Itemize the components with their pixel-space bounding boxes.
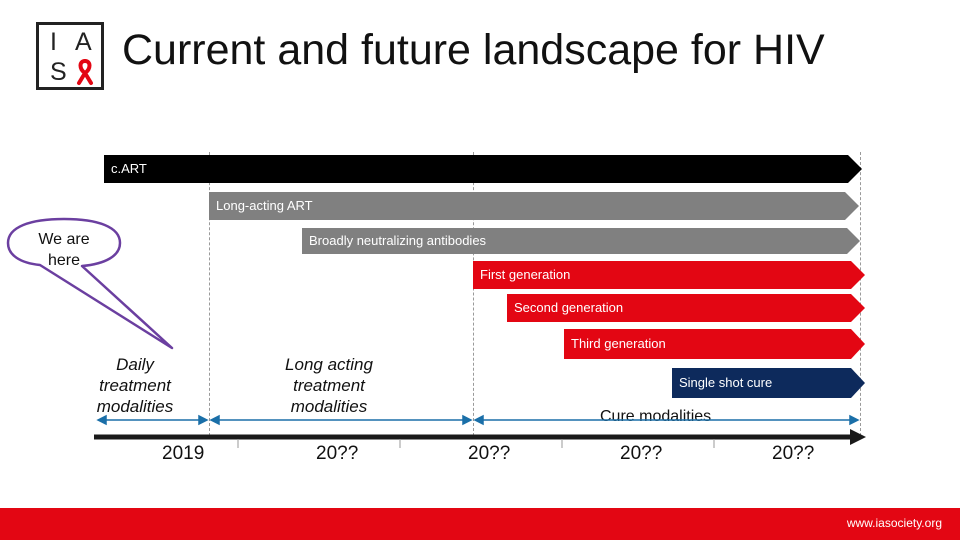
red-ribbon-icon (77, 59, 93, 85)
daily-line-3: modalities (96, 397, 174, 416)
bar-long-acting-art: Long-acting ART (209, 192, 859, 220)
logo-letter-a: A (75, 28, 92, 56)
year-label-1: 2019 (162, 443, 205, 464)
footer-bar: www.iasociety.org (0, 508, 960, 540)
callout-line-1: We are (38, 231, 90, 248)
bar-first-generation: First generation (473, 261, 865, 289)
long-acting-treatment-label: Long acting treatment modalities (262, 354, 396, 417)
divider-line-1 (209, 152, 210, 436)
bar-first-generation-label: First generation (480, 267, 571, 282)
timeline-arrow (94, 429, 866, 448)
year-label-2: 20?? (316, 443, 359, 464)
page-title: Current and future landscape for HIV (122, 26, 825, 74)
logo-letter-i: I (50, 28, 57, 56)
bar-single-shot-cure: Single shot cure (672, 368, 865, 398)
year-label-4: 20?? (620, 443, 663, 464)
callout-text: We are here (22, 229, 106, 271)
bar-second-generation: Second generation (507, 294, 865, 322)
daily-treatment-label: Daily treatment modalities (80, 354, 190, 417)
divider-line-2 (473, 152, 474, 436)
logo-letter-s: S (50, 58, 67, 86)
bar-bnab: Broadly neutralizing antibodies (302, 228, 860, 254)
long-acting-line-2: treatment (293, 376, 365, 395)
bar-third-generation-label: Third generation (571, 336, 666, 351)
daily-line-1: Daily (116, 355, 154, 374)
callout-line-2: here (47, 252, 81, 269)
long-acting-line-1: Long acting (285, 355, 373, 374)
divider-line-3 (860, 152, 861, 436)
bar-single-shot-cure-label: Single shot cure (679, 375, 773, 390)
year-label-5: 20?? (772, 443, 815, 464)
daily-line-2: treatment (99, 376, 171, 395)
year-label-3: 20?? (468, 443, 511, 464)
bar-long-acting-art-label: Long-acting ART (216, 198, 313, 213)
footer-url-link[interactable]: www.iasociety.org (846, 516, 942, 530)
long-acting-line-3: modalities (290, 397, 368, 416)
bar-cart: c.ART (104, 155, 862, 183)
bar-cart-label: c.ART (111, 161, 147, 176)
bar-bnab-label: Broadly neutralizing antibodies (309, 233, 487, 248)
span-arrows (96, 414, 860, 426)
we-are-here-callout (6, 217, 174, 350)
bar-third-generation: Third generation (564, 329, 865, 359)
ias-logo: I A S (36, 22, 104, 90)
bar-second-generation-label: Second generation (514, 300, 624, 315)
